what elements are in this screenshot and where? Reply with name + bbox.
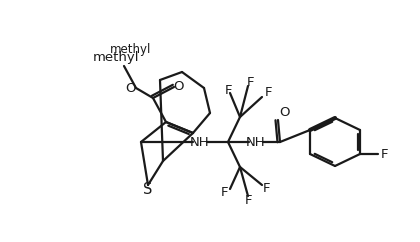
Text: NH: NH [190,136,210,149]
Text: O: O [279,106,289,119]
Text: F: F [221,187,229,199]
Text: F: F [262,182,270,196]
Text: F: F [264,86,272,99]
Text: F: F [246,76,254,89]
Text: methyl: methyl [110,44,151,56]
Text: NH: NH [246,136,266,149]
Text: F: F [224,83,232,97]
Text: methyl: methyl [93,52,139,65]
Text: O: O [126,82,136,94]
Text: F: F [380,148,388,160]
Text: F: F [244,194,252,206]
Text: S: S [143,182,153,197]
Text: O: O [174,81,184,93]
